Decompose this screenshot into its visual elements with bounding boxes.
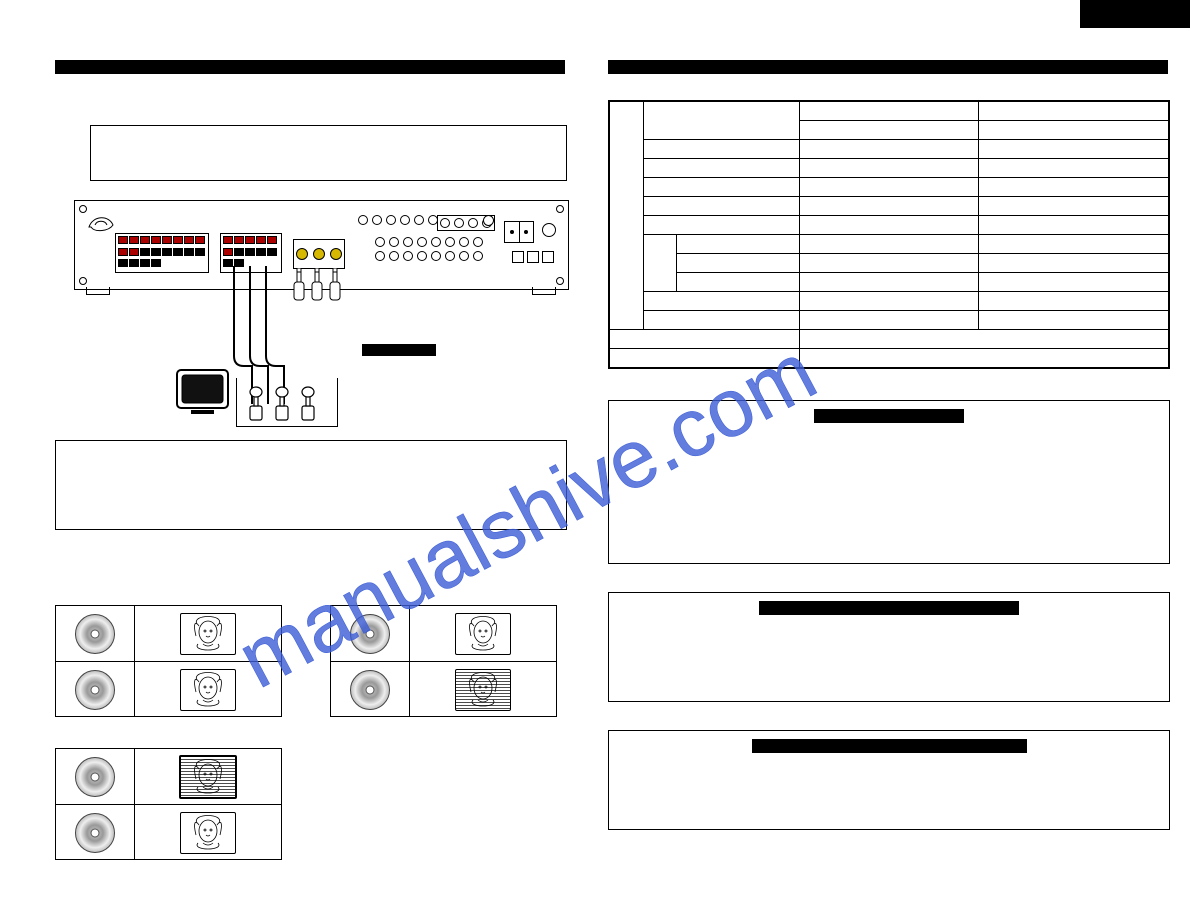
monitor-frame (180, 669, 236, 711)
safety-icon (87, 213, 115, 233)
note-box-top (90, 125, 567, 181)
monitor-frame (455, 669, 511, 711)
result-cell (135, 606, 281, 661)
face-icon (456, 670, 510, 710)
monitor-frame (180, 812, 236, 854)
result-cell (135, 662, 281, 717)
disc-icon (75, 614, 115, 654)
disc-cell (56, 805, 135, 860)
result-cell (410, 606, 556, 661)
tv-icon (175, 368, 230, 416)
note-box-middle (55, 440, 567, 530)
monitor-frame (179, 755, 237, 799)
page-side-tab (1080, 0, 1190, 28)
face-icon (181, 813, 235, 853)
disc-icon (350, 614, 390, 654)
monitor-frame (455, 613, 511, 655)
warning-heading (814, 409, 964, 423)
disc-cell (56, 749, 135, 804)
comparison-table-c (55, 748, 282, 860)
spec-table (608, 100, 1170, 369)
warning-box-3 (608, 730, 1170, 830)
disc-icon (75, 670, 115, 710)
disc-cell (56, 606, 135, 661)
disc-cell (331, 606, 410, 661)
warning-box-1 (608, 400, 1170, 564)
warning-box-2 (608, 592, 1170, 702)
section-bar-left (55, 60, 565, 74)
result-cell (410, 662, 556, 717)
face-icon (181, 614, 235, 654)
disc-icon (75, 813, 115, 853)
result-cell (135, 805, 281, 860)
face-icon (181, 670, 235, 710)
warning-heading (752, 739, 1027, 753)
face-icon (181, 757, 235, 797)
result-cell (135, 749, 281, 804)
section-bar-right (608, 60, 1168, 74)
comparison-table-b (330, 605, 557, 717)
disc-cell (56, 662, 135, 717)
monitor-frame (180, 613, 236, 655)
disc-icon (75, 757, 115, 797)
face-icon (456, 614, 510, 654)
rca-tips-icon (292, 268, 346, 306)
comparison-table-a (55, 605, 282, 717)
disc-cell (331, 662, 410, 717)
cable-label (362, 344, 436, 356)
manual-page: manualshive.com (0, 0, 1190, 918)
disc-icon (350, 670, 390, 710)
warning-heading (759, 601, 1019, 615)
input-bracket (236, 378, 338, 427)
